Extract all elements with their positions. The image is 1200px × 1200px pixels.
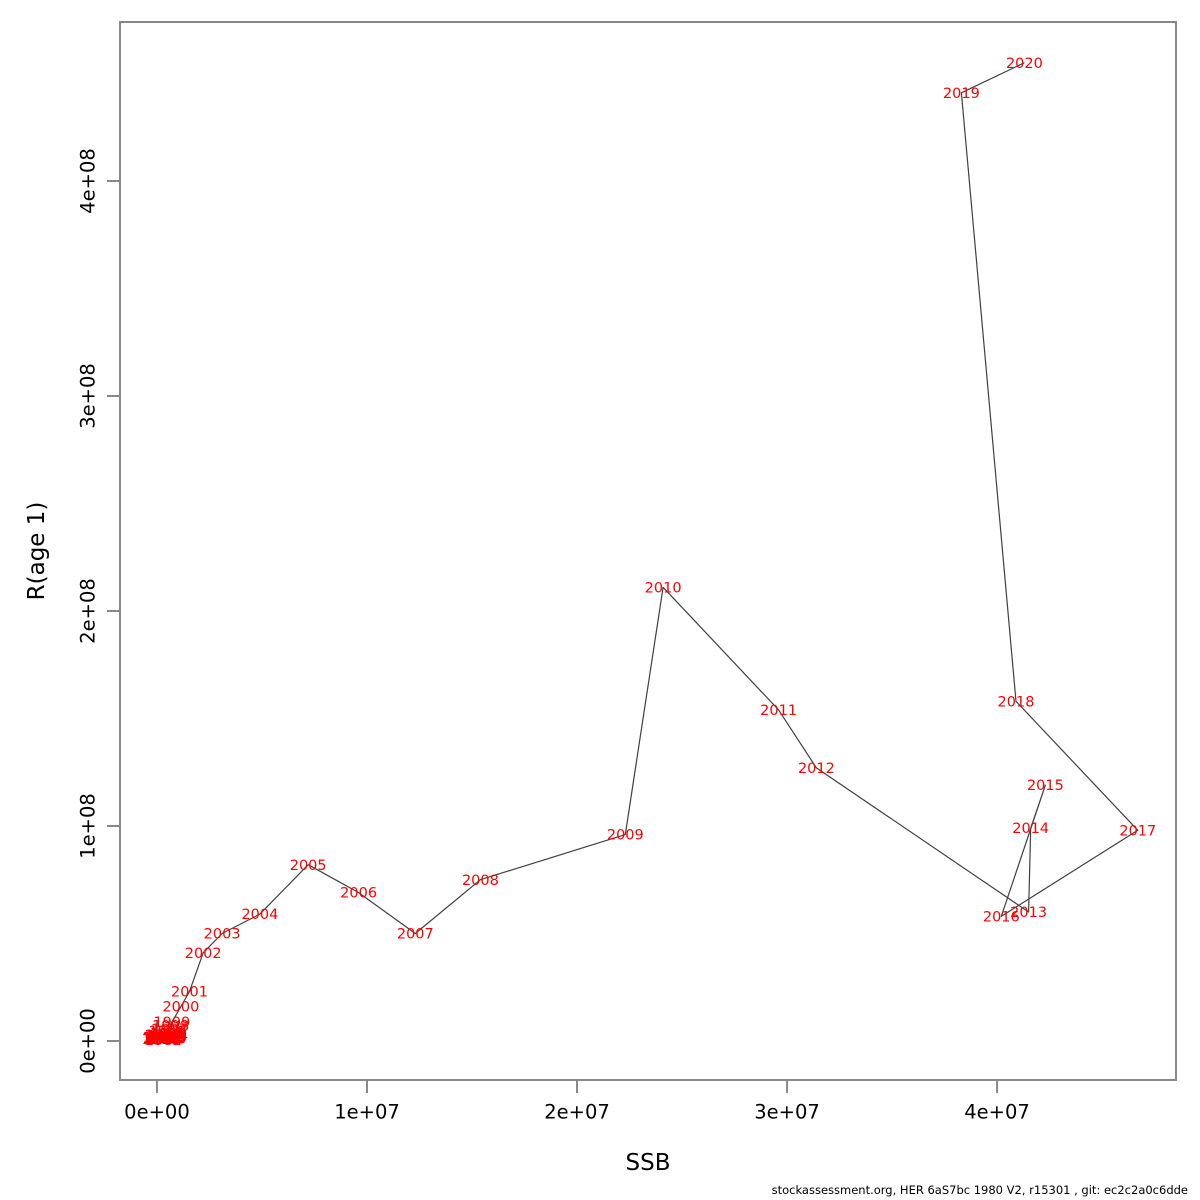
y-axis-tick-label: 1e+08 — [77, 793, 100, 859]
year-label: 1987 — [146, 1029, 183, 1045]
x-axis-tick-label: 1e+07 — [334, 1101, 400, 1124]
year-label: 1998 — [152, 1019, 189, 1035]
year-label: 1990 — [148, 1030, 185, 1046]
x-axis-tick-label: 3e+07 — [754, 1101, 820, 1124]
year-label: 2015 — [1027, 778, 1064, 794]
year-label: 2014 — [1012, 821, 1049, 837]
year-label: 1991 — [145, 1032, 182, 1048]
year-label: 2007 — [397, 927, 434, 943]
y-axis-tick-label: 3e+08 — [77, 363, 100, 429]
year-label: 2004 — [241, 907, 278, 923]
x-axis-title: SSB — [625, 1150, 671, 1176]
y-axis-tick-label: 2e+08 — [77, 578, 100, 644]
year-label: 1996 — [149, 1024, 186, 1040]
x-axis-tick-label: 2e+07 — [544, 1101, 610, 1124]
x-axis-tick-label: 0e+00 — [124, 1101, 190, 1124]
footer-note: stockassessment.org, HER 6aS7bc 1980 V2,… — [771, 1183, 1188, 1197]
year-label: 2010 — [645, 580, 682, 596]
year-label: 1982 — [145, 1033, 182, 1049]
year-label: 2006 — [340, 886, 377, 902]
year-label: 1985 — [143, 1030, 180, 1046]
year-label: 2002 — [185, 946, 222, 962]
year-label: 1992 — [144, 1028, 181, 1044]
year-label: 2001 — [171, 985, 208, 1001]
year-label: 2008 — [462, 873, 499, 889]
y-axis-tick-label: 4e+08 — [77, 148, 100, 214]
year-label: 2000 — [162, 1000, 199, 1016]
x-axis-tick-label: 4e+07 — [964, 1101, 1030, 1124]
year-label: 2009 — [607, 828, 644, 844]
year-label: 1981 — [142, 1031, 179, 1047]
year-label: 2017 — [1119, 823, 1156, 839]
year-label: 1983 — [147, 1029, 184, 1045]
year-label: 2018 — [998, 694, 1035, 710]
year-label: 1989 — [150, 1027, 187, 1043]
year-label: 1997 — [151, 1022, 188, 1038]
year-label: 1995 — [150, 1026, 187, 1042]
year-label: 2005 — [290, 858, 327, 874]
year-label: 2013 — [1010, 905, 1047, 921]
year-label: 2011 — [760, 703, 797, 719]
year-label: 2019 — [943, 86, 980, 102]
year-label: 2003 — [204, 927, 241, 943]
year-label: 1999 — [153, 1015, 190, 1031]
year-label: 1986 — [142, 1032, 179, 1048]
year-label: 2016 — [983, 909, 1020, 925]
year-label: 1980 — [144, 1032, 181, 1048]
year-label: 1988 — [149, 1031, 186, 1047]
plot-frame — [119, 21, 1177, 1081]
year-label: 2012 — [798, 761, 835, 777]
year-label: 2020 — [1006, 56, 1043, 72]
year-label: 1984 — [146, 1032, 183, 1048]
year-label: 1994 — [151, 1028, 188, 1044]
y-axis-title: R(age 1) — [24, 501, 50, 601]
recruitment-line — [159, 62, 1139, 1041]
y-axis-tick-label: 0e+00 — [77, 1008, 100, 1074]
year-label: 1993 — [149, 1030, 186, 1046]
